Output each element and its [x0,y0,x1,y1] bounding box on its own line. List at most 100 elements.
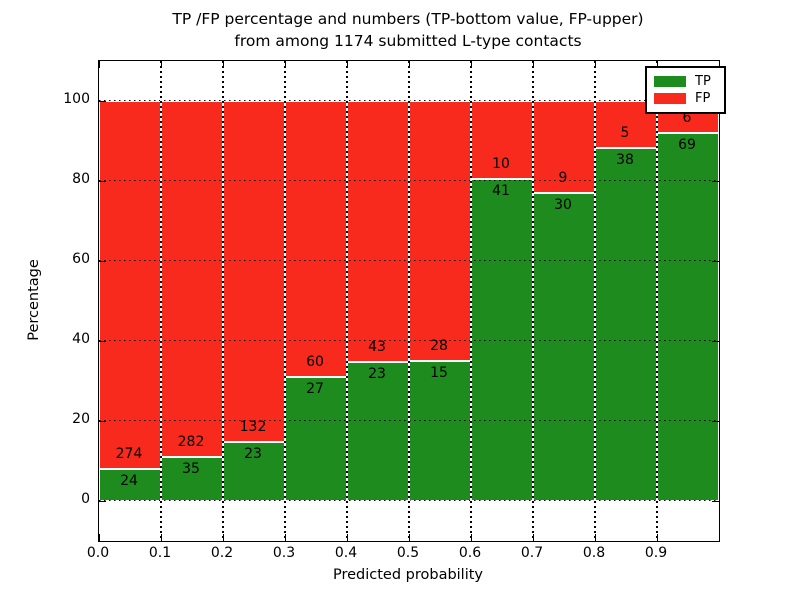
legend: TP FP [645,66,726,114]
bar-segment-fp [347,101,409,362]
y-tick-mark [712,260,719,262]
gridline-vertical [470,61,472,541]
x-tick-label: 0.6 [458,545,482,561]
x-tick-mark [594,534,596,541]
gridline-vertical [656,61,658,541]
y-tick-mark [99,260,106,262]
y-tick-mark [712,180,719,182]
bar-count-label-fp: 6 [682,110,692,126]
x-tick-label: 0.4 [334,545,358,561]
y-tick-label: 0 [81,491,90,507]
y-tick-label: 80 [72,171,90,187]
bar-count-label-tp: 23 [244,445,262,462]
y-tick-mark [99,180,106,182]
bar-segment-tp [347,361,409,501]
bar-segment-fp [99,101,161,469]
bar-count-label-fp: 43 [368,338,386,355]
bar-segment-fp [409,101,471,362]
x-tick-mark [656,61,658,68]
bar-segment-tp [595,147,657,501]
x-tick-mark [470,61,472,68]
bar-count-label-fp: 28 [430,338,448,355]
bar-segment-tp [657,133,719,501]
x-tick-mark [532,534,534,541]
y-tick-mark [99,420,106,422]
bar-count-label-tp: 69 [678,137,696,153]
legend-entry-fp: FP [654,90,718,107]
gridline-vertical [532,61,534,541]
y-tick-mark [99,340,106,342]
x-tick-mark [284,534,286,541]
y-tick-mark [99,500,106,502]
bar-count-label-fp: 274 [115,445,143,462]
bar-segment-tp [409,361,471,501]
bar-segment-tp [285,376,347,501]
gridline-vertical [160,61,162,541]
y-tick-mark [712,500,719,502]
y-tick-label: 100 [63,91,90,107]
x-tick-mark [408,534,410,541]
bar-segment-fp [533,101,595,194]
y-tick-label: 20 [72,411,90,427]
x-tick-label: 0.0 [86,545,110,561]
legend-swatch-tp [654,76,686,87]
chart-title: TP /FP percentage and numbers (TP-bottom… [98,8,718,52]
x-tick-label: 0.1 [148,545,172,561]
bar-segment-fp [223,101,285,442]
y-axis-label: Percentage [26,259,42,341]
x-tick-mark [284,61,286,68]
bar-count-label-tp: 23 [368,365,386,382]
y-tick-label: 60 [72,251,90,267]
x-tick-mark [160,534,162,541]
y-tick-mark [99,100,106,102]
x-axis-label: Predicted probability [332,567,484,583]
y-tick-mark [712,420,719,422]
legend-swatch-fp [654,93,686,104]
x-tick-label: 0.2 [210,545,234,561]
x-tick-mark [470,534,472,541]
plot-area [98,60,720,542]
x-tick-mark [408,61,410,68]
gridline-vertical [284,61,286,541]
bar-count-label-tp: 15 [430,365,448,382]
y-tick-mark [712,340,719,342]
bar-count-label-tp: 30 [554,197,572,214]
bar-segment-fp [161,101,223,457]
bar-count-label-tp: 24 [120,472,138,489]
x-tick-mark [98,534,100,541]
bar-count-label-tp: 41 [492,183,510,200]
x-tick-mark [98,61,100,68]
bar-count-label-tp: 27 [306,380,324,397]
bar-segment-fp [285,101,347,377]
gridline-vertical [222,61,224,541]
chart-title-line2: from among 1174 submitted L-type contact… [234,32,582,50]
x-tick-label: 0.9 [644,545,668,561]
bar-count-label-tp: 38 [616,151,634,168]
legend-label-fp: FP [695,91,711,106]
gridline-vertical [346,61,348,541]
bar-segment-tp [533,193,595,501]
gridline-vertical [594,61,596,541]
bar-count-label-fp: 282 [177,433,205,450]
gridline-vertical [408,61,410,541]
chart-title-line1: TP /FP percentage and numbers (TP-bottom… [172,10,644,28]
bar-count-label-tp: 35 [182,460,200,477]
bar-count-label-fp: 132 [239,418,267,435]
bar-count-label-fp: 10 [492,156,510,173]
bar-count-label-fp: 5 [620,124,630,141]
legend-entry-tp: TP [654,73,718,90]
x-tick-mark [346,61,348,68]
y-tick-label: 40 [72,331,90,347]
x-tick-label: 0.8 [582,545,606,561]
x-tick-mark [160,61,162,68]
x-tick-mark [594,61,596,68]
x-tick-label: 0.3 [272,545,296,561]
bar-count-label-fp: 9 [558,170,568,187]
x-tick-mark [532,61,534,68]
x-tick-mark [222,61,224,68]
x-tick-mark [222,534,224,541]
bar-count-label-fp: 60 [306,353,324,370]
x-tick-label: 0.7 [520,545,544,561]
legend-label-tp: TP [695,74,711,89]
